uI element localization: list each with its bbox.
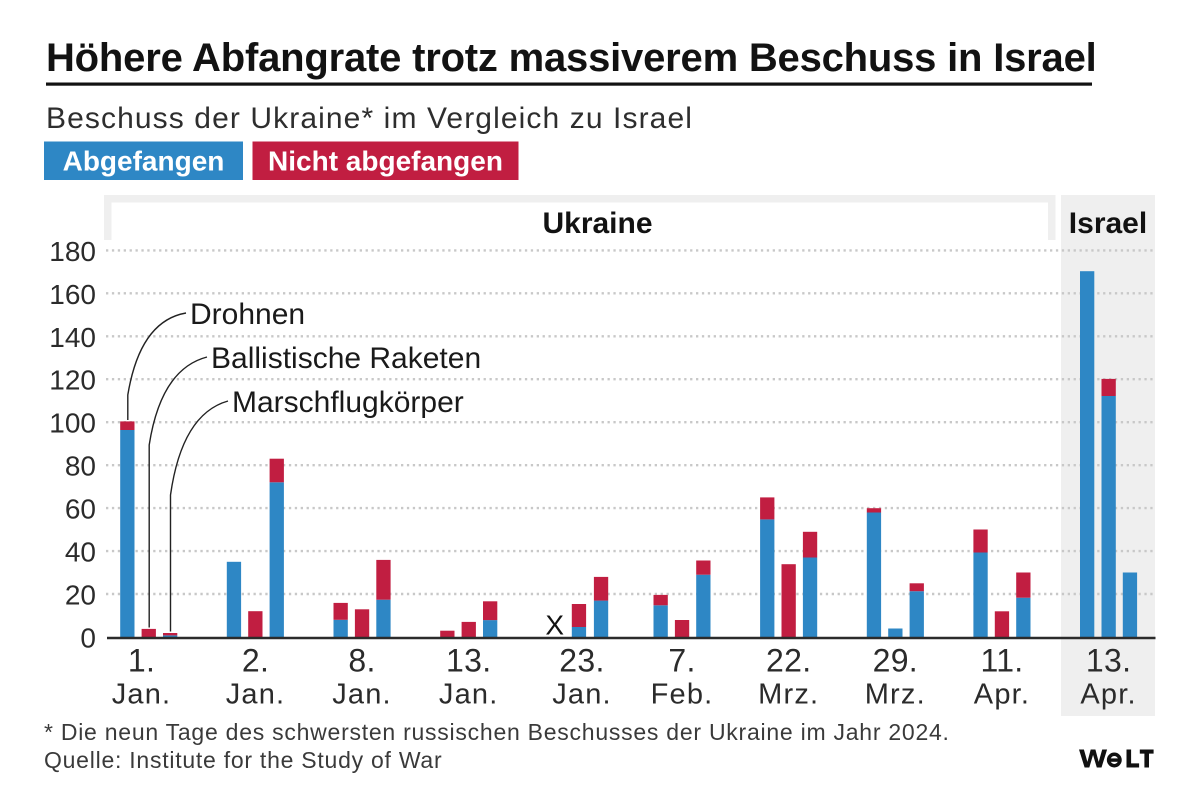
svg-text:Ballistische Raketen: Ballistische Raketen xyxy=(211,342,481,375)
svg-text:40: 40 xyxy=(65,537,96,568)
svg-text:Jan.: Jan. xyxy=(439,679,499,711)
svg-text:* Die neun Tage des schwersten: * Die neun Tage des schwersten russische… xyxy=(44,719,950,745)
svg-text:13.: 13. xyxy=(1086,643,1131,679)
svg-text:Apr.: Apr. xyxy=(974,679,1030,711)
svg-text:Jan.: Jan. xyxy=(226,679,286,711)
svg-text:X: X xyxy=(545,610,564,641)
svg-text:11.: 11. xyxy=(980,643,1023,679)
svg-text:Israel: Israel xyxy=(1069,207,1147,240)
svg-text:Beschuss der Ukraine* im Vergl: Beschuss der Ukraine* im Vergleich zu Is… xyxy=(46,102,693,135)
svg-text:Jan.: Jan. xyxy=(112,679,172,711)
svg-text:Abgefangen: Abgefangen xyxy=(63,146,225,177)
svg-text:Höhere Abfangrate trotz massiv: Höhere Abfangrate trotz massiverem Besch… xyxy=(46,36,1097,80)
svg-text:7.: 7. xyxy=(668,643,695,679)
svg-text:Jan.: Jan. xyxy=(552,679,612,711)
svg-text:1.: 1. xyxy=(128,643,155,679)
svg-text:Mrz.: Mrz. xyxy=(865,679,926,711)
svg-text:100: 100 xyxy=(49,408,96,439)
svg-text:8.: 8. xyxy=(348,643,375,679)
svg-text:Marschflugkörper: Marschflugkörper xyxy=(232,386,464,419)
svg-text:29.: 29. xyxy=(873,643,918,679)
svg-text:13.: 13. xyxy=(446,643,491,679)
svg-text:Nicht abgefangen: Nicht abgefangen xyxy=(268,146,503,177)
svg-text:80: 80 xyxy=(65,451,96,482)
svg-text:120: 120 xyxy=(49,365,96,396)
svg-text:Apr.: Apr. xyxy=(1080,679,1136,711)
svg-text:60: 60 xyxy=(65,494,96,525)
svg-text:0: 0 xyxy=(80,623,96,654)
svg-text:2.: 2. xyxy=(242,643,269,679)
svg-text:Ukraine: Ukraine xyxy=(542,207,652,240)
svg-text:Mrz.: Mrz. xyxy=(758,679,819,711)
svg-text:Feb.: Feb. xyxy=(651,679,714,711)
svg-text:Drohnen: Drohnen xyxy=(190,298,305,331)
svg-text:160: 160 xyxy=(49,279,96,310)
svg-text:20: 20 xyxy=(65,580,96,611)
svg-text:23.: 23. xyxy=(559,643,604,679)
svg-text:Jan.: Jan. xyxy=(332,679,392,711)
svg-text:140: 140 xyxy=(49,322,96,353)
svg-text:180: 180 xyxy=(49,236,96,267)
svg-text:22.: 22. xyxy=(766,643,811,679)
svg-text:Quelle: Institute for the Stud: Quelle: Institute for the Study of War xyxy=(44,747,442,773)
